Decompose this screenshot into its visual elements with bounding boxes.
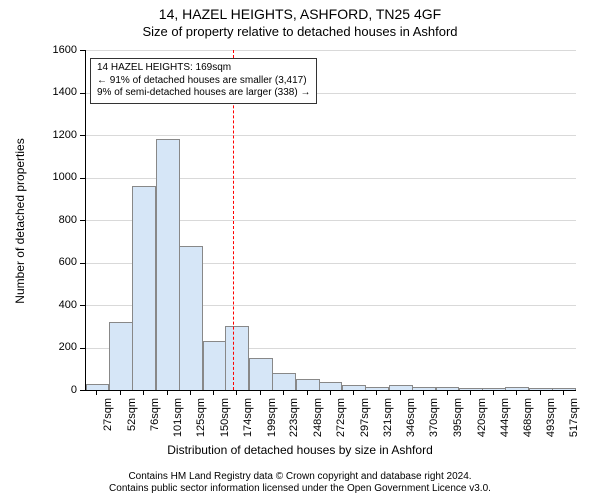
annotation-line: 9% of semi-detached houses are larger (3…: [97, 87, 310, 100]
histogram-bar: [203, 341, 227, 390]
y-tick: [80, 305, 85, 306]
x-tick-label: 297sqm: [359, 398, 371, 448]
y-tick-label: 1600: [37, 44, 77, 56]
footer-licence: Contains public sector information licen…: [0, 483, 600, 494]
y-tick: [80, 50, 85, 51]
x-tick: [470, 390, 471, 395]
x-tick-label: 76sqm: [149, 398, 161, 448]
y-tick: [80, 135, 85, 136]
histogram-bar: [482, 388, 506, 390]
annotation-box: 14 HAZEL HEIGHTS: 169sqm← 91% of detache…: [90, 58, 317, 104]
histogram-bar: [272, 373, 296, 390]
x-tick: [190, 390, 191, 395]
x-tick: [330, 390, 331, 395]
histogram-bar: [225, 326, 249, 390]
x-tick: [376, 390, 377, 395]
histogram-bar: [529, 388, 553, 390]
x-tick-label: 517sqm: [568, 398, 580, 448]
y-tick: [80, 220, 85, 221]
x-tick-label: 27sqm: [102, 398, 114, 448]
histogram-bar: [389, 385, 413, 390]
histogram-bar: [459, 388, 483, 390]
y-tick-label: 200: [37, 341, 77, 353]
histogram-bar: [436, 387, 460, 390]
page-title: 14, HAZEL HEIGHTS, ASHFORD, TN25 4GF: [0, 6, 600, 23]
y-tick-label: 800: [37, 214, 77, 226]
y-tick-label: 400: [37, 299, 77, 311]
x-tick-label: 248sqm: [312, 398, 324, 448]
histogram-bar: [319, 382, 343, 391]
x-tick: [96, 390, 97, 395]
x-tick-label: 125sqm: [195, 398, 207, 448]
y-tick: [80, 263, 85, 264]
histogram-bar: [86, 384, 110, 390]
x-tick: [260, 390, 261, 395]
x-tick-label: 444sqm: [499, 398, 511, 448]
y-tick-label: 600: [37, 256, 77, 268]
x-tick-label: 223sqm: [288, 398, 300, 448]
histogram-bar: [552, 388, 576, 390]
y-tick: [80, 178, 85, 179]
x-tick-label: 52sqm: [126, 398, 138, 448]
y-tick-label: 1200: [37, 129, 77, 141]
x-tick-label: 395sqm: [452, 398, 464, 448]
y-axis-label: Number of detached properties: [13, 51, 27, 391]
x-tick: [540, 390, 541, 395]
x-tick: [120, 390, 121, 395]
x-tick-label: 468sqm: [522, 398, 534, 448]
histogram-plot: 14 HAZEL HEIGHTS: 169sqm← 91% of detache…: [85, 50, 576, 391]
x-tick-label: 101sqm: [172, 398, 184, 448]
x-tick: [563, 390, 564, 395]
histogram-bar: [296, 379, 320, 390]
histogram-bar: [132, 186, 156, 390]
histogram-bar: [505, 387, 529, 390]
annotation-line: 14 HAZEL HEIGHTS: 169sqm: [97, 62, 310, 75]
x-tick-label: 150sqm: [219, 398, 231, 448]
histogram-bar: [342, 385, 366, 390]
x-tick: [423, 390, 424, 395]
y-tick: [80, 390, 85, 391]
x-tick: [353, 390, 354, 395]
x-tick-label: 493sqm: [545, 398, 557, 448]
y-tick: [80, 348, 85, 349]
y-tick-label: 1000: [37, 171, 77, 183]
x-tick-label: 272sqm: [335, 398, 347, 448]
page-subtitle: Size of property relative to detached ho…: [0, 24, 600, 40]
x-tick: [236, 390, 237, 395]
x-tick: [493, 390, 494, 395]
x-tick-label: 321sqm: [382, 398, 394, 448]
histogram-bar: [365, 387, 389, 390]
x-tick: [167, 390, 168, 395]
y-tick-label: 1400: [37, 86, 77, 98]
histogram-bar: [109, 322, 133, 390]
annotation-line: ← 91% of detached houses are smaller (3,…: [97, 75, 310, 88]
x-tick: [283, 390, 284, 395]
histogram-bar: [156, 139, 180, 390]
x-tick-label: 370sqm: [428, 398, 440, 448]
histogram-bar: [179, 246, 203, 391]
y-tick: [80, 93, 85, 94]
x-tick: [447, 390, 448, 395]
footer-copyright: Contains HM Land Registry data © Crown c…: [0, 471, 600, 482]
x-tick: [213, 390, 214, 395]
x-tick-label: 199sqm: [266, 398, 278, 448]
gridline: [86, 135, 576, 136]
x-tick-label: 346sqm: [405, 398, 417, 448]
gridline: [86, 50, 576, 51]
x-tick-label: 420sqm: [476, 398, 488, 448]
x-tick: [400, 390, 401, 395]
histogram-bar: [249, 358, 273, 390]
x-tick-label: 174sqm: [242, 398, 254, 448]
y-tick-label: 0: [37, 384, 77, 396]
x-tick: [307, 390, 308, 395]
x-tick: [143, 390, 144, 395]
x-tick: [516, 390, 517, 395]
